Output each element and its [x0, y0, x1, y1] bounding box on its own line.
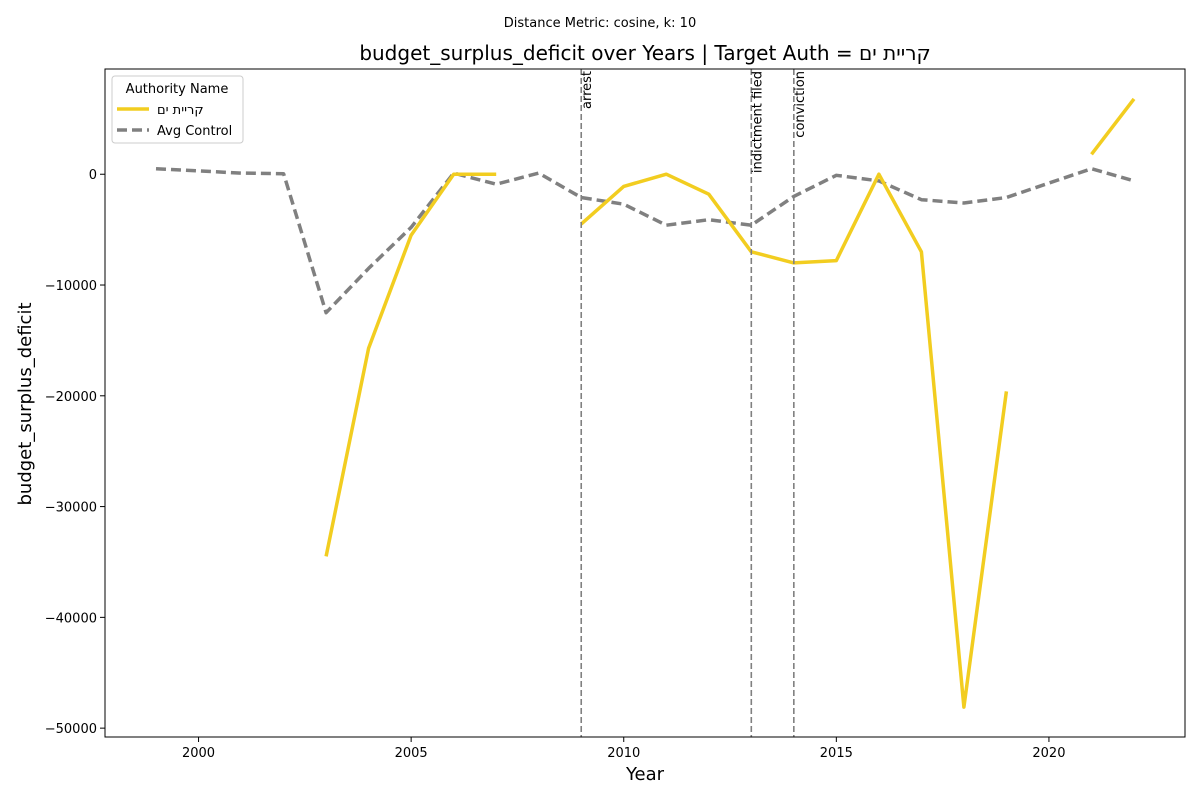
y-tick-label-2: −20000 [45, 390, 97, 405]
series-target-line-2 [1090, 97, 1136, 156]
x-tick-label-3: 2015 [820, 746, 853, 761]
y-tick-label-0: 0 [89, 168, 97, 183]
x-tick-label-2: 2010 [607, 746, 640, 761]
x-axis-ticks: 2000 2005 2010 2015 2020 [182, 737, 1065, 761]
legend-label-target: קריית ים [157, 103, 204, 118]
y-axis-ticks: 0 −10000 −20000 −30000 −40000 −50000 [45, 168, 105, 737]
plot-marks: arrest indictment filed conviction [155, 69, 1136, 737]
event-label-1: indictment filed [750, 71, 765, 173]
legend-frame [111, 75, 244, 144]
plot-frame [104, 68, 1186, 738]
y-tick-label-3: −30000 [45, 501, 97, 516]
series-target-line-0 [324, 172, 497, 557]
series-control-line-0 [155, 166, 1135, 315]
event-label-0: arrest [580, 71, 595, 109]
legend: Authority Name קריית ים Avg Control [111, 75, 244, 144]
legend-title: Authority Name [126, 82, 229, 97]
y-tick-label-5: −50000 [45, 722, 97, 737]
x-tick-label-0: 2000 [182, 746, 215, 761]
legend-label-control: Avg Control [157, 124, 232, 139]
y-axis-label: budget_surplus_deficit [15, 302, 36, 505]
x-tick-label-4: 2020 [1032, 746, 1065, 761]
x-axis-label: Year [625, 764, 665, 785]
event-label-2: conviction [793, 71, 808, 138]
y-tick-label-1: −10000 [45, 279, 97, 294]
chart-title: budget_surplus_deficit over Years | Targ… [359, 41, 930, 65]
x-tick-label-1: 2005 [395, 746, 428, 761]
chart-suptitle: Distance Metric: cosine, k: 10 [504, 16, 696, 31]
y-tick-label-4: −40000 [45, 611, 97, 626]
